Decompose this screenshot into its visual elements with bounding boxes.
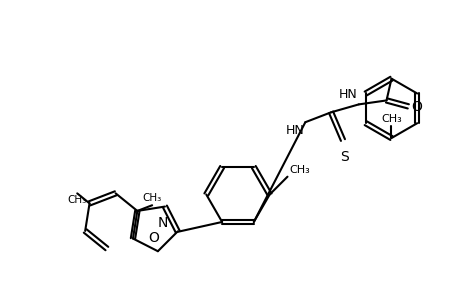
Text: O: O [148,231,159,245]
Text: N: N [158,216,168,230]
Text: CH₃: CH₃ [381,114,402,124]
Text: HN: HN [285,124,304,137]
Text: HN: HN [339,88,358,101]
Text: CH₃: CH₃ [290,165,310,175]
Text: CH₃: CH₃ [68,195,87,205]
Text: CH₃: CH₃ [143,193,162,203]
Text: O: O [411,100,422,114]
Text: S: S [341,150,349,164]
